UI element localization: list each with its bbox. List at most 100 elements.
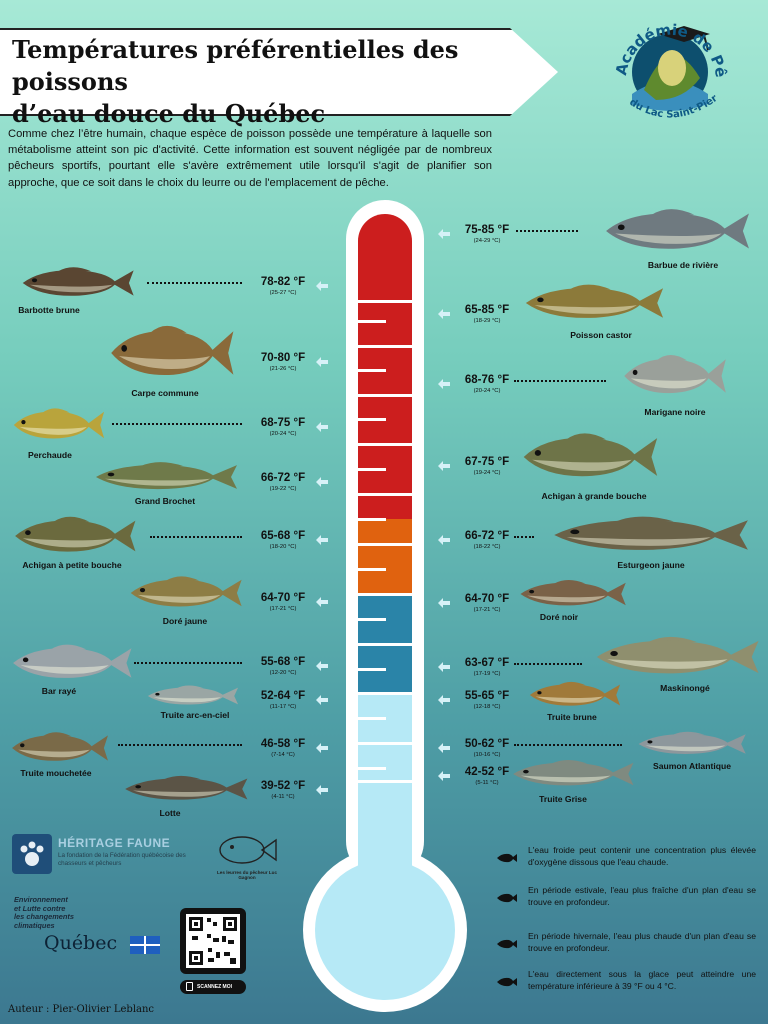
leader-dots xyxy=(134,662,242,664)
thermometer-tick xyxy=(358,568,386,571)
temperature-label: 46-58 °F (7-14 °C) xyxy=(248,738,318,758)
note-text: En période estivale, l'eau plus fraîche … xyxy=(528,885,756,907)
thermometer xyxy=(303,200,467,1012)
fish-icon xyxy=(596,636,759,674)
heritage-subtitle: La fondation de la Fédération québécoise… xyxy=(58,852,186,867)
fish-icon xyxy=(22,267,134,296)
thermometer-tick xyxy=(358,742,412,745)
thermometer-tick xyxy=(358,717,386,720)
arrow-left-icon xyxy=(438,595,450,608)
author-credit: Auteur : Pier-Olivier Leblanc xyxy=(8,1004,155,1015)
temperature-label: 64-70 °F (17-21 °C) xyxy=(248,592,318,612)
temp-celsius: (17-21 °C) xyxy=(473,607,501,613)
temperature-label: 66-72 °F (19-22 °C) xyxy=(248,472,318,492)
leader-dots xyxy=(147,282,242,284)
fish-icon xyxy=(111,325,234,376)
fish-icon xyxy=(513,760,634,786)
fish-icon xyxy=(13,644,132,678)
env-line-1: Environnement xyxy=(14,895,68,904)
leader-dots xyxy=(516,230,578,232)
fish-icon xyxy=(13,408,105,439)
thermometer-tick xyxy=(358,418,386,421)
arrow-left-icon xyxy=(316,594,328,607)
thermometer-tick xyxy=(358,543,412,546)
arrow-left-icon xyxy=(316,419,328,432)
qr-block: SCANNEZ MOI xyxy=(180,908,248,996)
arrow-left-icon xyxy=(438,532,450,545)
intro-paragraph: Comme chez l’être humain, chaque espèce … xyxy=(8,128,492,189)
quebec-env-logo: Environnement et Lutte contre les change… xyxy=(14,895,174,956)
leader-dots xyxy=(112,423,242,425)
temperature-label: 68-75 °F (20-24 °C) xyxy=(248,417,318,437)
fish-name: Achigan à grande bouche xyxy=(541,491,647,501)
leurre-fish-icon xyxy=(219,836,277,864)
arrow-left-icon xyxy=(316,278,328,291)
fish-icon xyxy=(125,775,248,800)
temperature-label: 65-68 °F (18-20 °C) xyxy=(248,530,318,550)
note-text: L'eau directement sous la glace peut att… xyxy=(528,969,756,991)
temperature-label: 63-67 °F (17-19 °C) xyxy=(452,657,522,677)
arrow-left-icon xyxy=(316,740,328,753)
fish-name: Grand Brochet xyxy=(134,496,196,506)
qr-scan-pill: SCANNEZ MOI xyxy=(180,980,246,994)
qr-frame xyxy=(180,908,246,974)
fish-name: Poisson castor xyxy=(570,330,632,340)
arrow-left-icon xyxy=(438,376,450,389)
fish-name: Truite Grise xyxy=(539,794,587,804)
thermometer-tick xyxy=(358,345,412,348)
leader-dots xyxy=(514,744,622,746)
title-area: Températures préférentielles des poisson… xyxy=(0,28,520,128)
academie-peche-logo: Académie de Pêche du Lac Saint-Pierre xyxy=(604,8,730,121)
temperature-label: 50-62 °F (10-16 °C) xyxy=(452,738,522,758)
thermometer-tick xyxy=(358,593,412,596)
leader-dots xyxy=(514,380,606,382)
thermometer-tick xyxy=(358,692,412,695)
fish-icon xyxy=(624,355,726,394)
temp-fahrenheit: 66-72 °F xyxy=(260,472,306,484)
temp-fahrenheit: 68-76 °F xyxy=(464,374,510,386)
fish-bullet-icon xyxy=(496,974,518,992)
fish-icon xyxy=(638,731,746,754)
env-line-4: climatiques xyxy=(14,920,55,930)
temperature-label: 66-72 °F (18-22 °C) xyxy=(452,530,522,550)
temp-fahrenheit: 68-75 °F xyxy=(260,417,306,429)
fish-icon xyxy=(15,516,136,552)
thermometer-tick xyxy=(358,320,386,323)
thermometer-tick xyxy=(358,468,386,471)
temp-fahrenheit: 55-65 °F xyxy=(464,690,510,702)
fish-bullet-icon xyxy=(496,890,518,908)
page-title: Températures préférentielles des poisson… xyxy=(12,34,512,130)
fish-icon xyxy=(96,462,237,490)
fish-icon xyxy=(520,580,626,606)
temp-celsius: (10-16 °C) xyxy=(473,752,501,758)
arrow-left-icon xyxy=(316,658,328,671)
fish-icon xyxy=(147,685,239,705)
temp-celsius: (18-20 °C) xyxy=(269,544,297,550)
temperature-label: 52-64 °F (11-17 °C) xyxy=(248,690,318,710)
fish-name: Saumon Atlantique xyxy=(653,761,731,771)
fish-name: Lotte xyxy=(159,808,181,818)
arrow-left-icon xyxy=(316,474,328,487)
fish-icon xyxy=(12,732,108,761)
fish-name: Barbue de rivière xyxy=(647,260,719,270)
temp-fahrenheit: 65-85 °F xyxy=(464,304,510,316)
temp-fahrenheit: 50-62 °F xyxy=(464,738,510,750)
temp-celsius: (18-22 °C) xyxy=(473,544,501,550)
fish-icon xyxy=(523,433,658,477)
thermometer-tick xyxy=(358,443,412,446)
qr-code-icon[interactable] xyxy=(180,908,246,974)
fish-icon xyxy=(130,576,242,607)
title-line-1: Températures préférentielles des poisson… xyxy=(12,35,459,96)
temp-celsius: (4-11 °C) xyxy=(271,794,295,800)
fish-icon xyxy=(554,516,748,550)
temp-fahrenheit: 78-82 °F xyxy=(260,276,306,288)
arrow-left-icon xyxy=(316,782,328,795)
fish-name: Marigane noire xyxy=(644,407,706,417)
thermometer-tick xyxy=(358,518,386,521)
temp-celsius: (19-22 °C) xyxy=(269,486,297,492)
temp-celsius: (19-24 °C) xyxy=(473,470,501,476)
fish-icon xyxy=(529,681,621,706)
temp-fahrenheit: 63-67 °F xyxy=(464,657,510,669)
leurres-label: Les leurres du pêcheur Luc Gagnon xyxy=(217,870,277,880)
arrow-left-icon xyxy=(438,306,450,319)
